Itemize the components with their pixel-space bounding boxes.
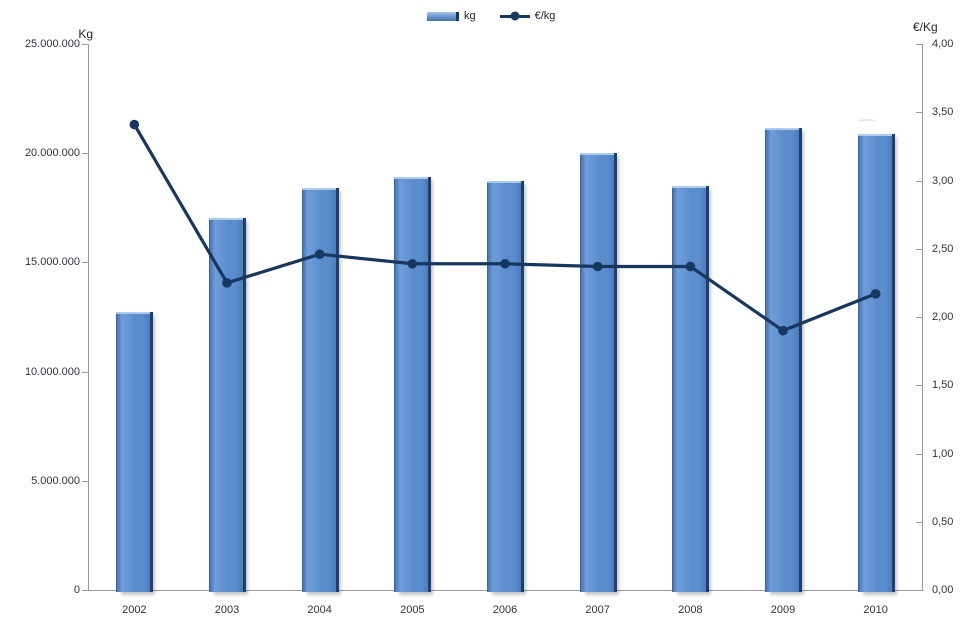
right-axis-tick-mark [916,248,922,250]
line-marker-2002 [129,119,140,130]
right-axis-line [922,44,923,590]
right-axis-tick-mark [916,385,922,387]
legend-item-eur-kg: €/kg [499,9,556,23]
bar-2003 [209,217,243,592]
x-axis-label-2009: 2009 [770,604,796,616]
left-axis-tick-mark [82,262,88,264]
x-axis-label-2004: 2004 [307,604,332,616]
legend-line-label: €/kg [534,10,556,22]
right-axis-tick-label: 4,00 [932,38,954,50]
right-axis-tick-label: 1,50 [932,379,954,392]
left-axis-tick-mark [82,480,88,482]
right-axis-tick-label: 1,00 [932,447,954,460]
left-axis-tick-label: 25.000.000 [24,38,80,50]
right-axis-tick-mark [916,521,922,523]
right-axis-tick-label: 0,50 [932,515,954,528]
right-axis-tick-mark [916,112,922,114]
left-axis-title: Kg [78,27,93,41]
right-axis-tick-label: 2,00 [932,311,954,323]
left-axis-tick-mark [82,371,88,373]
left-axis-tick-label: 20.000.000 [24,147,80,160]
bar-2010 [857,133,892,592]
right-axis-tick-mark [916,453,922,455]
right-axis-tick-label: 0,00 [932,584,954,596]
bar-series-swatch-icon [427,11,459,21]
x-axis-label-2003: 2003 [214,604,240,616]
bar-swatch-cap [456,11,459,21]
right-axis-title: €/Kg [913,20,938,34]
x-axis-label-2007: 2007 [585,604,610,616]
smudge-artifact [857,119,877,125]
right-axis-tick-mark [916,590,922,591]
left-axis-tick-mark [82,44,88,45]
x-axis-label-2006: 2006 [492,604,518,616]
bar-2005 [394,177,429,592]
legend-bar-label: kg [464,10,476,22]
x-axis-label-2008: 2008 [678,604,703,616]
right-axis-tick-mark [916,44,922,45]
bar-2009 [765,128,799,592]
left-axis-line [88,44,89,590]
right-axis-tick-label: 2,50 [932,242,954,255]
bar-2007 [579,153,614,592]
left-axis-tick-mark [82,153,88,155]
right-axis-tick-mark [916,180,922,182]
right-axis-tick-mark [916,317,922,318]
x-axis-label-2010: 2010 [863,604,888,616]
right-axis-tick-label: 3,00 [932,174,954,187]
left-axis-tick-mark [82,590,88,591]
bar-2008 [672,185,707,592]
bar-2004 [301,188,336,592]
x-axis-label-2005: 2005 [400,604,425,616]
legend: kg €/kg [427,9,555,23]
line-series-swatch-icon [499,11,530,21]
x-axis-label-2002: 2002 [122,604,147,616]
left-axis-tick-label: 5.000.000 [31,474,80,487]
bar-2006 [487,180,521,592]
left-axis-tick-label: 0 [73,584,80,596]
legend-item-kg: kg [427,9,476,23]
right-axis-tick-label: 3,50 [932,106,954,119]
bar-2002 [116,311,151,592]
left-axis-tick-label: 15.000.000 [24,256,80,269]
left-axis-tick-label: 10.000.000 [24,365,80,378]
line-swatch-marker-icon [510,11,520,21]
